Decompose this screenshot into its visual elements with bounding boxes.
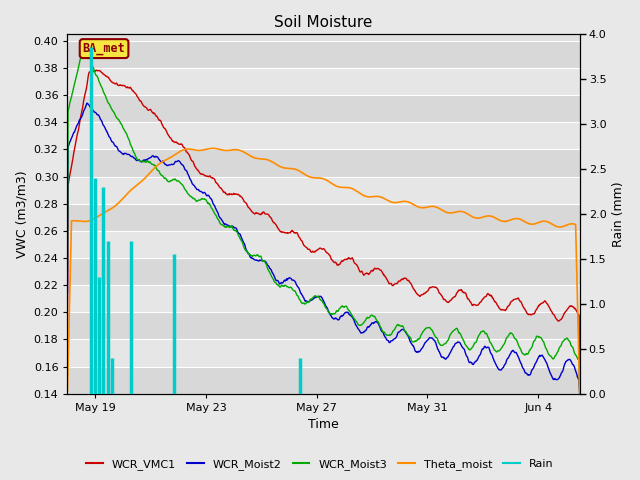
Bar [67,95,580,122]
Legend: WCR_VMC1, WCR_Moist2, WCR_Moist3, Theta_moist, Rain: WCR_VMC1, WCR_Moist2, WCR_Moist3, Theta_… [82,455,558,474]
Y-axis label: Rain (mm): Rain (mm) [612,181,625,247]
Bar [67,204,580,231]
Bar [67,367,580,394]
Bar [67,312,580,339]
Bar [67,149,580,177]
Bar [67,231,580,258]
Bar [67,41,580,68]
Bar [67,68,580,95]
Bar [67,122,580,149]
Y-axis label: VWC (m3/m3): VWC (m3/m3) [15,170,28,258]
Bar [67,285,580,312]
X-axis label: Time: Time [308,419,339,432]
Bar [67,177,580,204]
Text: BA_met: BA_met [83,42,125,55]
Bar [67,339,580,367]
Title: Soil Moisture: Soil Moisture [275,15,372,30]
Bar [67,258,580,285]
